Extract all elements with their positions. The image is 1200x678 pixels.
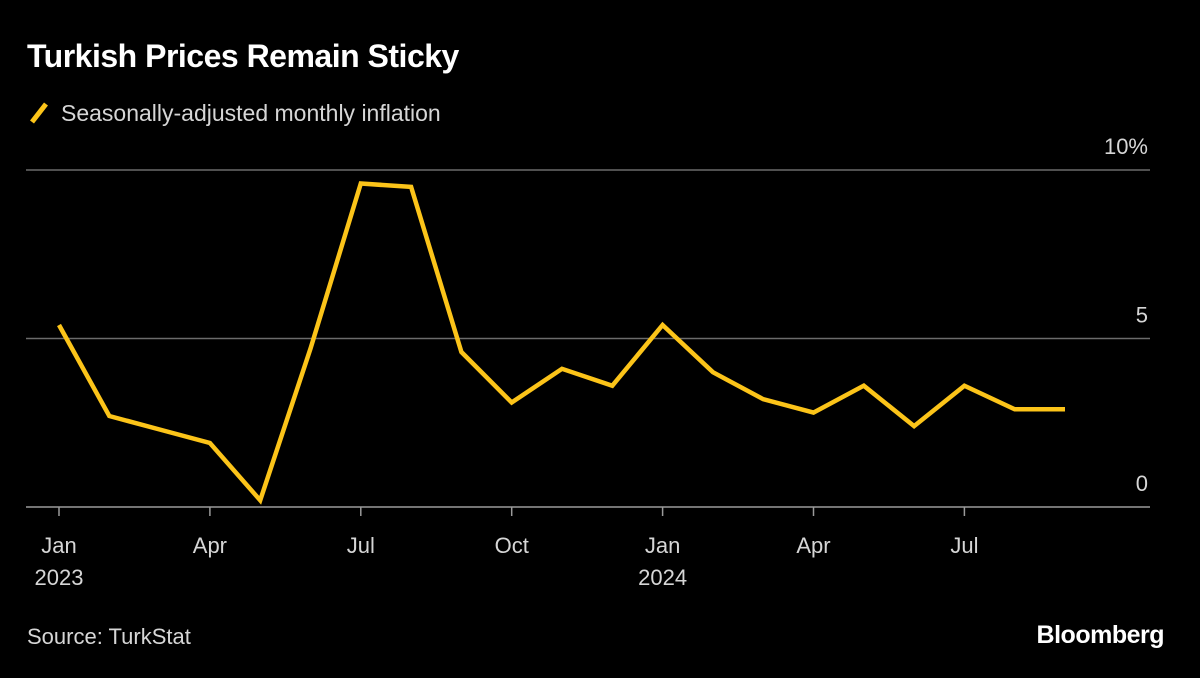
x-tick-year-label: 2023 (35, 565, 84, 590)
series-line (57, 181, 1065, 505)
legend: Seasonally-adjusted monthly inflation (27, 98, 441, 128)
x-tick-label: Jan (41, 533, 76, 558)
x-axis: Jan 2023 Apr Jul Oct Jan 2024 Apr Jul (35, 507, 978, 590)
y-tick-label: 0 (1136, 471, 1148, 496)
source-note: Source: TurkStat (27, 624, 191, 649)
x-tick-label: Jul (347, 533, 375, 558)
y-tick-label: 5 (1136, 303, 1148, 328)
bloomberg-logo: Bloomberg (1036, 621, 1165, 649)
chart-title: Turkish Prices Remain Sticky (27, 38, 459, 74)
legend-label: Seasonally-adjusted monthly inflation (61, 99, 441, 126)
x-tick-year-label: 2024 (638, 565, 687, 590)
x-tick-label: Oct (495, 533, 529, 558)
y-axis: 0 5 10% (1104, 134, 1148, 496)
series-layer (57, 181, 1065, 505)
x-tick-label: Jul (950, 533, 978, 558)
x-tick-label: Apr (193, 533, 227, 558)
y-tick-label: 10% (1104, 134, 1148, 159)
x-tick-label: Jan (645, 533, 680, 558)
grid-layer (26, 169, 1150, 508)
legend-line-icon (30, 102, 48, 124)
x-tick-label: Apr (796, 533, 830, 558)
